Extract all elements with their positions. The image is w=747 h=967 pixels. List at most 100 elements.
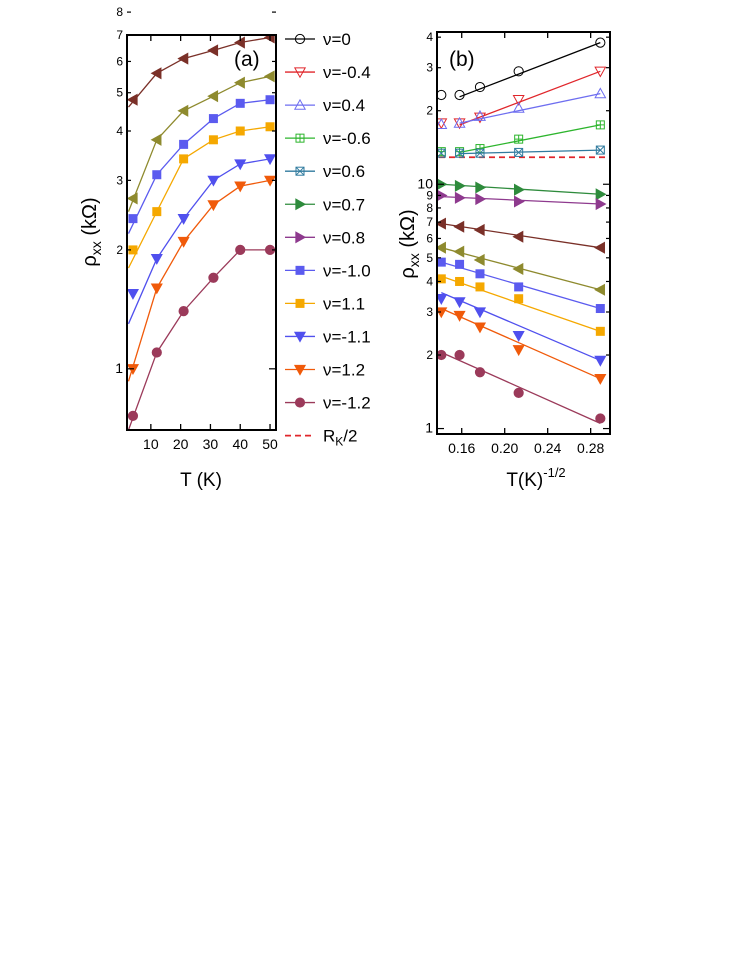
- panel-a-series-nu1p1-line: [127, 126, 271, 269]
- panel-b-series-numinus1p1-point: [512, 331, 525, 342]
- panel-b-series-unlabeled-7-point: [473, 223, 485, 237]
- panel-a-y-tick-label: 8: [116, 5, 123, 19]
- panel-a-series-numinus1p1-point: [207, 175, 220, 187]
- panel-b-series-numinus1p2-point: [513, 387, 524, 398]
- panel-a-series-nu1p2: [127, 175, 276, 382]
- panel-b-series-unlabeled-7-point: [437, 217, 446, 230]
- panel-a-series-unlabeled-8-point: [127, 192, 138, 205]
- panel-a-series-numinus1p2-point: [178, 305, 189, 317]
- panel-b-series-nu1p1-point: [595, 326, 605, 336]
- panel-a-series-nu1p1-point: [235, 126, 245, 136]
- panel-b-series-numinus0p4-point: [594, 66, 607, 78]
- panel-b-series-nu0p6-point: [514, 147, 524, 157]
- panel-a-series-unlabeled-8-point: [263, 70, 275, 83]
- panel-a-series-unlabeled-7-point: [177, 52, 189, 65]
- panel-a-series-numinus1p2-point: [208, 272, 219, 283]
- legend-entry: ν=-1.0: [285, 261, 371, 280]
- panel-a-series-unlabeled-8: [127, 70, 275, 212]
- panel-b-y-tick-label: 8: [426, 201, 433, 215]
- panel-a-series-numinus1p0-point: [152, 170, 162, 180]
- panel-a-x-tick-label: 40: [232, 436, 248, 452]
- panel-a-y-tick-label: 6: [116, 54, 123, 68]
- panel-b-series-nu0p4-point: [594, 87, 607, 99]
- legend-entry: ν=-1.2: [285, 394, 371, 413]
- panel-b-label: (b): [449, 48, 475, 71]
- legend-entry: ν=-0.6: [285, 129, 371, 148]
- panel-a-series-unlabeled-8-point: [207, 90, 219, 103]
- panel-b-series-nu0-point: [474, 81, 486, 93]
- panel-a-series-numinus1p2-point: [235, 244, 246, 256]
- panel-a-series-unlabeled-7-point: [207, 44, 219, 57]
- panel-b-series-nu0-point: [454, 89, 465, 101]
- panel-a-series-unlabeled-7-point: [127, 93, 138, 106]
- panel-b-series-nu0p6: [437, 145, 605, 158]
- panel-a-series-numinus1p0: [127, 95, 275, 234]
- panel-a-series-nu0p7: [128, 0, 275, 11]
- legend-label: ν=0: [323, 30, 351, 49]
- panel-a-series-numinus1p1-point: [150, 254, 163, 265]
- panel-b-series-numinus1p0: [437, 257, 605, 314]
- panel-b-series-numinus0p6-point: [595, 120, 605, 130]
- panel-b-series-numinus1p2: [437, 349, 606, 424]
- panel-b-y-tick-label: 6: [426, 231, 433, 245]
- panel-a-x-tick-label: 50: [262, 436, 278, 452]
- panel-b-series-nu1p2-point: [512, 345, 525, 357]
- panel-b-series-unlabeled-7-point: [453, 220, 465, 233]
- panel-b-series-numinus1p0-point: [514, 282, 524, 292]
- panel-b-series-nu0p4-point: [453, 116, 466, 128]
- legend: ν=0 ν=-0.4 ν=0.4 ν=-0.6 ν=0.6 ν=0.7 ν=0.8 ν=-1.…: [285, 30, 371, 449]
- panel-a-series-nu1p2-line: [127, 179, 271, 382]
- panel-b-series-nu1p1-point: [475, 282, 485, 292]
- panel-b-series-nu0p4-point: [473, 109, 487, 121]
- panel-b-series-numinus1p2-point: [595, 413, 606, 424]
- panel-b-series-nu0p6-point: [455, 148, 465, 158]
- panel-a-series-numinus1p0-point: [128, 214, 138, 224]
- legend-entry: ν=-1.1: [285, 327, 371, 346]
- panel-b-series-nu0p7: [437, 178, 607, 201]
- panel-b-series-numinus1p1-line: [441, 292, 601, 362]
- legend-marker: [295, 198, 307, 211]
- panel-b-series-nu1p1-point: [514, 294, 524, 304]
- legend-label: ν=0.4: [323, 96, 365, 115]
- panel-a-frame: [126, 34, 277, 431]
- legend-entry: ν=-0.4: [285, 63, 371, 82]
- panel-a-series-numinus1p1-point: [263, 154, 276, 166]
- legend-marker: [293, 331, 307, 343]
- panel-b-y-tick-label: 3: [426, 305, 433, 319]
- legend-entry: RK/2: [285, 427, 357, 449]
- panel-a-x-tick-label: 30: [203, 436, 219, 452]
- panel-b-series-unlabeled-8-point: [473, 253, 485, 266]
- panel-b-series-numinus1p1-point: [473, 307, 487, 319]
- panel-b-series-nu0p4: [437, 87, 607, 129]
- panel-b-series-nu0p6-line: [459, 149, 601, 155]
- panel-a-x-axis-title: T (K): [180, 470, 222, 491]
- panel-a-x-tick-label: 10: [143, 436, 159, 452]
- panel-b-series-nu0-point: [513, 66, 524, 77]
- panel-a-series-nu0p8-point: [209, 0, 218, 3]
- legend-marker: [294, 397, 306, 408]
- panel-b-x-axis-title: T(K)-1/2: [506, 465, 565, 491]
- panel-a-series-nu1p1: [127, 122, 275, 269]
- panel-b-series-nu1p2-point: [594, 374, 607, 385]
- panel-a-series-nu1p1-point: [265, 122, 275, 132]
- legend-marker: [293, 98, 307, 110]
- panel-b-series-nu0p6-point: [595, 145, 605, 155]
- panel-a: 10203040501234567891023456 (a) T (K) ρxx…: [79, 0, 278, 491]
- panel-b-series-numinus0p4-point: [512, 94, 525, 106]
- panel-a-series-nu1p1-point: [179, 154, 189, 164]
- panel-b-series-numinus1p0-point: [595, 304, 605, 314]
- panel-a-axes: 10203040501234567891023456: [115, 5, 278, 452]
- panel-a-series-nu1p2-point: [234, 181, 247, 193]
- panel-b-series-nu0p4-point: [512, 101, 525, 113]
- panel-b-y-tick-label: 10: [417, 175, 433, 191]
- panel-a-series-numinus1p1-point: [177, 213, 190, 225]
- panel-b-series-unlabeled-8-point: [453, 245, 465, 258]
- panel-b-x-tick-label: 0.20: [491, 440, 518, 456]
- panel-b-y-tick-label: 4: [426, 30, 433, 44]
- panel-a-y-axis-title: ρxx (kΩ): [79, 197, 104, 266]
- panel-b-series-unlabeled-8: [437, 241, 605, 296]
- panel-b-series-nu0p7-point: [595, 188, 607, 201]
- panel-b-series-nu0-point: [595, 37, 606, 48]
- panel-b-series-nu0p7-point: [454, 179, 466, 192]
